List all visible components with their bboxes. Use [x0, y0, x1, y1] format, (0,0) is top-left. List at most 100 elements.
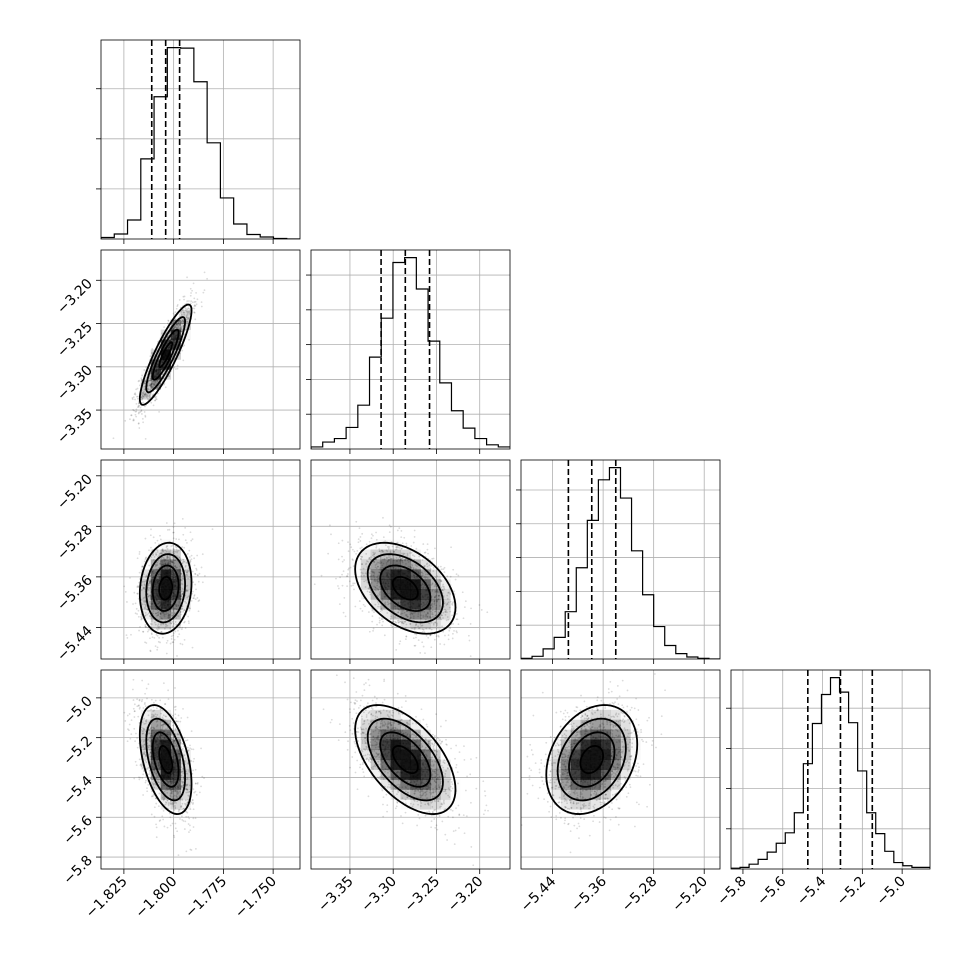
sample-point — [163, 612, 166, 614]
sample-point — [422, 543, 425, 545]
sample-point — [377, 577, 380, 580]
sample-point — [421, 571, 423, 574]
sample-point — [142, 421, 145, 424]
sample-point — [169, 789, 172, 792]
sample-point — [191, 301, 194, 304]
y-tick-label: −5.36 — [54, 572, 96, 614]
sample-point — [354, 605, 357, 608]
sample-point — [181, 574, 184, 577]
sample-point — [138, 551, 141, 553]
sample-point — [154, 399, 157, 402]
sample-point — [137, 380, 140, 383]
sample-point — [194, 598, 197, 601]
sample-point — [150, 393, 152, 395]
sample-point — [155, 398, 158, 401]
sample-point — [187, 317, 190, 320]
sample-point — [376, 587, 379, 590]
sample-point — [188, 831, 190, 833]
sample-point — [438, 616, 441, 619]
sample-point — [395, 546, 397, 549]
sample-point — [146, 608, 148, 611]
sample-point — [166, 547, 169, 550]
density-cell — [400, 579, 411, 590]
sample-point — [377, 580, 379, 583]
sample-point — [156, 629, 159, 631]
sample-point — [148, 580, 151, 582]
sample-point — [175, 546, 178, 549]
density-cell — [390, 579, 401, 590]
sample-point — [350, 546, 353, 549]
density-grid — [360, 549, 451, 630]
sample-point — [452, 623, 454, 625]
sample-point — [135, 408, 138, 411]
sample-point — [172, 531, 175, 534]
sample-point — [153, 636, 156, 639]
sample-point — [411, 564, 414, 567]
sample-point — [144, 394, 146, 397]
sample-point — [152, 383, 155, 386]
sample-point — [368, 587, 371, 590]
sample-point — [185, 590, 188, 592]
sample-point — [361, 546, 363, 549]
sample-point — [403, 611, 406, 614]
sample-point — [400, 530, 403, 532]
sample-point — [411, 613, 414, 616]
sample-point — [427, 569, 430, 572]
sample-point — [184, 539, 187, 542]
panel-frame — [100, 459, 301, 660]
sample-point — [457, 623, 460, 626]
sample-point — [347, 568, 350, 571]
sample-point — [368, 572, 371, 575]
sample-point — [173, 559, 176, 562]
sample-point — [436, 591, 438, 594]
contour-level-0 — [158, 341, 174, 369]
sample-point — [135, 388, 138, 391]
sample-point — [409, 560, 412, 563]
sample-point — [167, 320, 170, 322]
sample-point — [394, 548, 397, 551]
sample-point — [143, 584, 146, 587]
density-cell — [370, 549, 381, 560]
sample-point — [159, 612, 162, 615]
sample-point — [401, 557, 404, 559]
density-cell — [440, 619, 451, 630]
sample-point — [375, 579, 378, 582]
sample-point — [124, 590, 127, 593]
sample-point — [148, 606, 151, 608]
sample-point — [134, 740, 136, 743]
sample-point — [186, 276, 188, 279]
sample-point — [346, 585, 349, 588]
sample-point — [361, 532, 364, 535]
sample-point — [143, 390, 145, 393]
sample-point — [152, 404, 155, 407]
sample-point — [180, 784, 183, 787]
sample-point — [163, 790, 166, 793]
sample-point — [396, 546, 399, 548]
sample-point — [432, 623, 435, 626]
sample-point — [148, 577, 151, 580]
panel-frame — [100, 249, 301, 450]
sample-point — [179, 642, 182, 645]
sample-point — [180, 786, 183, 789]
sample-point — [154, 396, 157, 399]
sample-point — [160, 630, 163, 633]
sample-point — [373, 580, 376, 582]
sample-point — [181, 605, 184, 608]
sample-point — [166, 557, 169, 560]
sample-point — [144, 414, 147, 417]
sample-point — [180, 329, 183, 332]
sample-point — [174, 559, 177, 561]
sample-point — [338, 603, 341, 606]
sample-point — [429, 616, 432, 618]
sample-point — [374, 552, 376, 554]
density-cell — [430, 599, 441, 610]
sample-point — [174, 717, 177, 720]
sample-point — [146, 394, 149, 397]
sample-point — [165, 557, 168, 560]
sample-point — [191, 798, 194, 801]
density-cell — [170, 599, 181, 610]
sample-point — [138, 553, 141, 555]
sample-point — [377, 605, 380, 608]
sample-point — [168, 621, 171, 624]
sample-point — [163, 614, 165, 616]
